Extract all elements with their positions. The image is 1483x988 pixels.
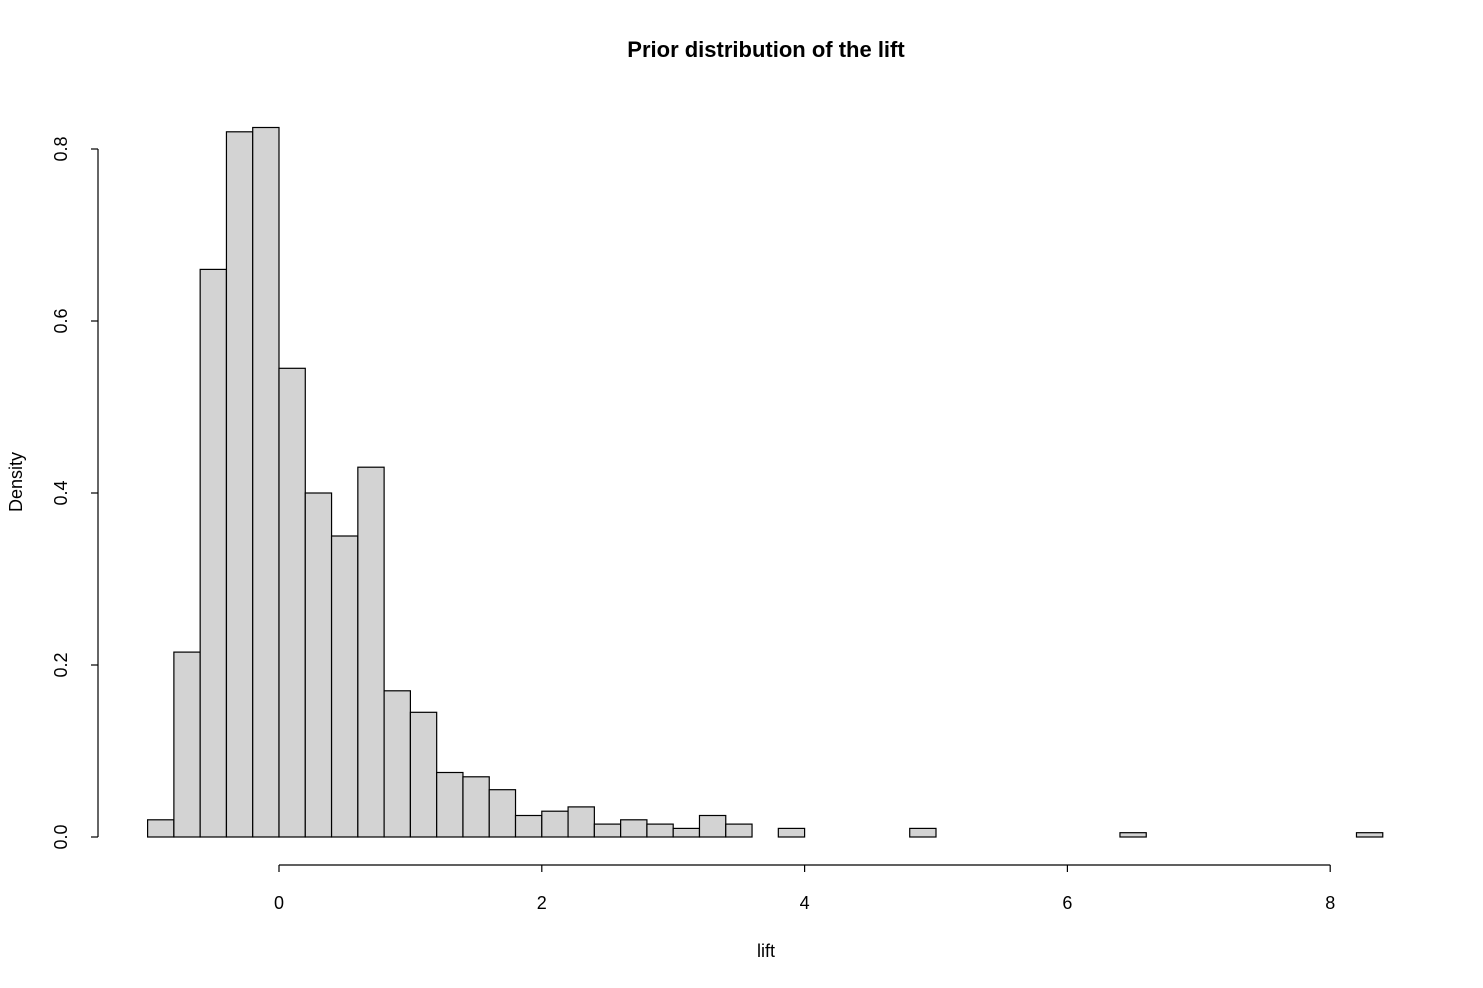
- histogram-bar: [304, 492, 333, 838]
- histogram-bar: [462, 776, 490, 838]
- y-axis: 0.0 0.2 0.4 0.6 0.8: [51, 136, 99, 850]
- y-tick-label: 0.0: [51, 824, 71, 849]
- histogram-bar: [357, 466, 385, 838]
- histogram-bar: [278, 367, 306, 838]
- y-tick-label: 0.2: [51, 652, 71, 677]
- x-tick-label: 0: [274, 893, 284, 913]
- histogram-bars: [147, 126, 1384, 838]
- histogram-bar: [409, 711, 438, 838]
- histogram-bar: [173, 651, 201, 838]
- histogram-bar: [225, 131, 254, 838]
- y-axis-label: Density: [6, 452, 26, 512]
- histogram-bar: [199, 268, 228, 838]
- histogram-bar: [646, 823, 674, 838]
- histogram-bar: [698, 814, 727, 838]
- y-tick-label: 0.4: [51, 480, 71, 505]
- chart-title: Prior distribution of the lift: [627, 37, 905, 62]
- histogram-bar: [567, 806, 595, 838]
- histogram-bar: [147, 819, 175, 838]
- histogram-bar: [725, 823, 753, 838]
- histogram-bar: [436, 771, 464, 838]
- x-axis-label: lift: [757, 941, 775, 961]
- x-tick-label: 2: [537, 893, 547, 913]
- histogram-bar: [777, 827, 806, 838]
- histogram-bar: [1119, 832, 1147, 838]
- histogram-bar: [909, 827, 937, 838]
- x-tick-label: 6: [1062, 893, 1072, 913]
- y-tick-label: 0.6: [51, 308, 71, 333]
- x-tick-label: 4: [800, 893, 810, 913]
- y-tick-label: 0.8: [51, 136, 71, 161]
- histogram-bar: [488, 789, 517, 838]
- histogram-bar: [593, 823, 622, 838]
- histogram-bar: [541, 810, 569, 838]
- histogram-bar: [672, 827, 701, 838]
- histogram-bar: [620, 819, 648, 838]
- histogram-bar: [383, 690, 411, 838]
- x-tick-label: 8: [1325, 893, 1335, 913]
- histogram-bar: [514, 814, 543, 838]
- histogram-bar: [1355, 832, 1384, 838]
- histogram-bar: [330, 535, 359, 838]
- histogram-bar: [252, 126, 280, 838]
- x-axis: 0 2 4 6 8: [274, 864, 1335, 913]
